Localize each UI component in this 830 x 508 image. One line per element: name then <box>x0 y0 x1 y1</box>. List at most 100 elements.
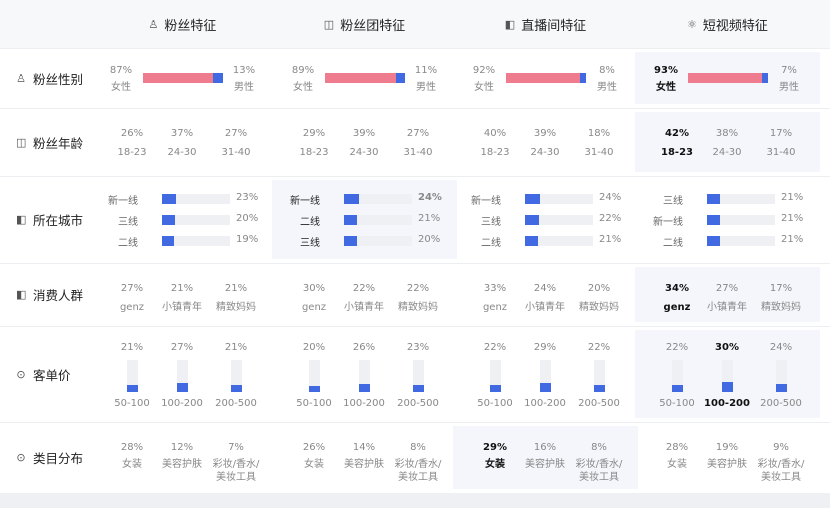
city-bar-fill <box>162 236 174 246</box>
male-label: 男性 <box>779 82 799 93</box>
price-label: 50-100 <box>477 398 513 409</box>
city-name: 二线 <box>118 238 138 249</box>
city-bar-track <box>344 236 412 246</box>
age-label: 31-40 <box>584 147 614 158</box>
price-bar-fill <box>722 382 733 392</box>
age-label: 18-23 <box>117 147 147 158</box>
column-header-1[interactable]: ♙ 粉丝特征 <box>92 0 273 48</box>
row-label-4: ◧ 消费人群 <box>0 263 92 326</box>
column-header-4[interactable]: ⚛ 短视频特征 <box>637 0 818 48</box>
city-pct: 24% <box>599 192 622 203</box>
price-bar-track <box>231 360 242 392</box>
city-pct: 21% <box>599 234 622 245</box>
female-label: 女性 <box>293 82 313 93</box>
male-pct: 11% <box>414 65 438 76</box>
category-label: 彩妆/香水/ 美妆工具 <box>575 459 623 483</box>
category-pct: 8% <box>410 442 426 453</box>
gender-bar <box>325 73 405 83</box>
price-pct: 22% <box>587 342 611 353</box>
price-bar-fill <box>540 383 551 392</box>
age-label: 31-40 <box>766 147 796 158</box>
category-pct: 8% <box>591 442 607 453</box>
row-divider <box>0 108 830 109</box>
city-name: 新一线 <box>471 196 501 207</box>
female-pct: 87% <box>109 65 133 76</box>
price-pct: 27% <box>170 342 194 353</box>
price-label: 200-500 <box>578 398 620 409</box>
price-bar-fill <box>309 386 320 392</box>
age-pct: 39% <box>352 128 376 139</box>
city-name: 三线 <box>481 217 501 228</box>
price-bar-fill <box>594 385 605 392</box>
age-label: 24-30 <box>167 147 197 158</box>
age-label: 18-23 <box>661 147 693 158</box>
row-label-text: 粉丝性别 <box>33 71 84 87</box>
city-bar-track <box>344 194 412 204</box>
price-label: 200-500 <box>760 398 802 409</box>
consumer-pct: 22% <box>406 283 430 294</box>
consumer-label: 精致妈妈 <box>216 302 256 313</box>
price-pct: 29% <box>533 342 557 353</box>
column-icon: ◫ <box>323 17 335 31</box>
price-pct: 24% <box>769 342 793 353</box>
price-label: 50-100 <box>296 398 332 409</box>
city-name: 二线 <box>663 238 683 249</box>
city-pct: 21% <box>781 192 804 203</box>
city-name: 二线 <box>300 217 320 228</box>
row-label-1: ♙ 粉丝性别 <box>0 48 92 108</box>
city-pct: 22% <box>599 213 622 224</box>
city-bar-track <box>525 215 593 225</box>
horizontal-scrollbar[interactable] <box>0 493 830 508</box>
female-label: 女性 <box>111 82 131 93</box>
category-pct: 28% <box>120 442 144 453</box>
price-bar-track <box>309 360 320 392</box>
consumer-pct: 20% <box>587 283 611 294</box>
consumer-pct: 21% <box>170 283 194 294</box>
city-name: 三线 <box>118 217 138 228</box>
age-label: 18-23 <box>299 147 329 158</box>
price-label: 200-500 <box>397 398 439 409</box>
male-pct: 13% <box>232 65 256 76</box>
category-pct: 14% <box>352 442 376 453</box>
age-pct: 29% <box>302 128 326 139</box>
consumer-label: genz <box>301 302 327 313</box>
column-icon: ♙ <box>148 17 159 31</box>
price-bar-fill <box>127 385 138 392</box>
column-header-2[interactable]: ◫ 粉丝团特征 <box>274 0 455 48</box>
price-bar-track <box>177 360 188 392</box>
category-pct: 19% <box>715 442 739 453</box>
city-bar-track <box>707 236 775 246</box>
consumer-label: 精致妈妈 <box>579 302 619 313</box>
price-bar-track <box>540 360 551 392</box>
city-pct: 21% <box>418 213 441 224</box>
row-label-text: 粉丝年龄 <box>33 135 84 151</box>
consumer-pct: 33% <box>483 283 507 294</box>
price-label: 100-200 <box>704 398 750 409</box>
column-header-3[interactable]: ◧ 直播间特征 <box>455 0 636 48</box>
price-bar-fill <box>231 385 242 392</box>
category-label: 女装 <box>667 459 687 470</box>
row-label-text: 所在城市 <box>33 213 84 228</box>
city-name: 三线 <box>300 238 320 249</box>
city-bar-track <box>162 215 230 225</box>
city-bar-fill <box>525 215 539 225</box>
category-pct: 16% <box>533 442 557 453</box>
city-bar-track <box>162 194 230 204</box>
column-icon: ⚛ <box>687 17 697 31</box>
city-bar-track <box>525 194 593 204</box>
row-icon: ⊙ <box>16 451 26 464</box>
category-pct: 9% <box>773 442 789 453</box>
consumer-label: 小镇青年 <box>707 302 747 313</box>
column-header-label: 粉丝团特征 <box>340 18 406 34</box>
consumer-label: genz <box>482 302 508 313</box>
price-label: 50-100 <box>659 398 695 409</box>
consumer-label: 精致妈妈 <box>398 302 438 313</box>
price-label: 100-200 <box>343 398 385 409</box>
consumer-pct: 30% <box>302 283 326 294</box>
price-bar-track <box>722 360 733 392</box>
row-divider <box>0 263 830 264</box>
female-pct: 89% <box>291 65 315 76</box>
age-pct: 17% <box>769 128 793 139</box>
city-name: 三线 <box>663 196 683 207</box>
consumer-label: 精致妈妈 <box>761 302 801 313</box>
